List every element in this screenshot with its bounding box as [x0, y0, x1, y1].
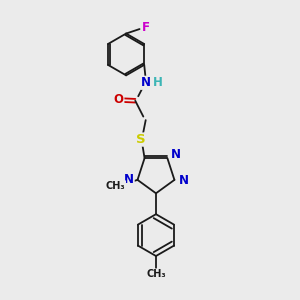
Text: N: N — [141, 76, 151, 89]
Text: N: N — [171, 148, 181, 161]
Text: F: F — [142, 21, 149, 34]
Text: N: N — [178, 174, 188, 187]
Text: H: H — [153, 76, 163, 89]
Text: N: N — [124, 173, 134, 186]
Text: CH₃: CH₃ — [146, 269, 166, 279]
Text: O: O — [114, 93, 124, 106]
Text: CH₃: CH₃ — [106, 181, 125, 191]
Text: S: S — [136, 133, 146, 146]
